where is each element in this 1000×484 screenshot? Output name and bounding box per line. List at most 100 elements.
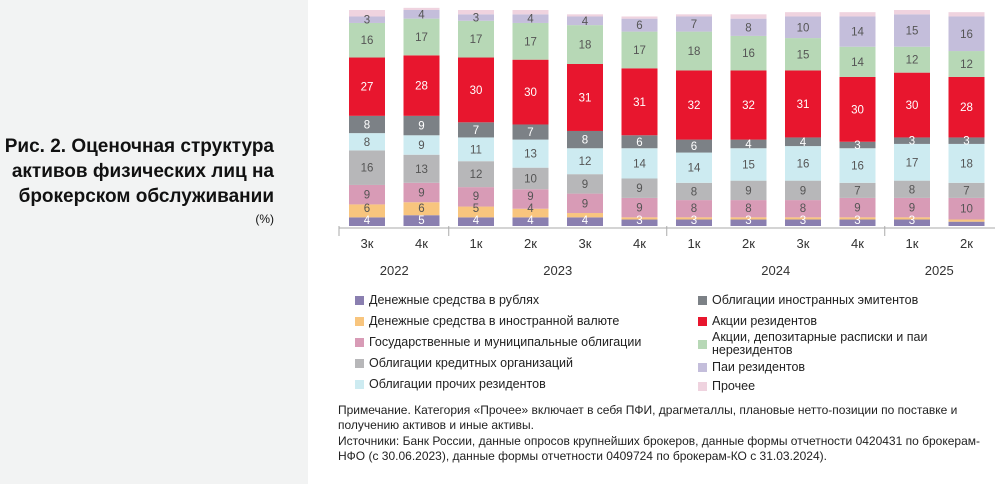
- data-label: 3: [800, 215, 806, 227]
- data-label: 3: [691, 215, 697, 227]
- data-label: 30: [906, 100, 919, 112]
- bar-segment: [458, 57, 494, 123]
- data-label: 31: [633, 97, 646, 109]
- data-label: 18: [688, 46, 701, 58]
- data-label: 8: [745, 22, 751, 34]
- x-tick-label: 1к: [688, 236, 701, 251]
- bar-segment: [403, 135, 440, 155]
- data-label: 32: [742, 100, 755, 112]
- bar-segment: [676, 200, 712, 218]
- bar-segment: [785, 12, 821, 17]
- bar-segment: [839, 182, 876, 198]
- data-label: 31: [797, 99, 810, 111]
- x-tick-label: 3к: [797, 236, 810, 251]
- bar-segment: [894, 143, 930, 181]
- bar-segment: [621, 178, 658, 198]
- data-label: 3: [854, 140, 860, 152]
- data-label: 16: [361, 163, 374, 175]
- legend-label: Акции, депозитарные расписки и паи нерез…: [712, 330, 928, 357]
- data-label: 9: [418, 188, 424, 200]
- year-label: 2024: [761, 263, 790, 278]
- x-tick-label: 2к: [960, 236, 973, 251]
- data-label: 16: [851, 161, 864, 173]
- data-label: 9: [473, 191, 479, 203]
- bar-segment: [785, 38, 821, 71]
- bar-segment: [948, 219, 985, 222]
- bar-segment: [839, 46, 876, 77]
- bar-segment: [839, 12, 876, 17]
- data-label: 9: [582, 198, 588, 210]
- bar-segment: [676, 139, 712, 153]
- data-label: 7: [963, 185, 969, 197]
- data-label: 4: [527, 203, 534, 215]
- data-label: 6: [636, 20, 642, 32]
- data-label: 13: [415, 164, 428, 176]
- data-label: 4: [527, 215, 534, 227]
- data-label: 9: [800, 185, 806, 197]
- bar-segment: [458, 122, 494, 138]
- chart-unit: (%): [255, 212, 274, 226]
- bar-segment: [730, 180, 767, 201]
- data-label: 12: [906, 55, 919, 67]
- legend-swatch: [698, 340, 707, 349]
- bar-segment: [567, 213, 603, 218]
- bar-segment: [349, 22, 385, 58]
- x-tick-label: 4к: [415, 236, 428, 251]
- bar-segment: [839, 16, 876, 47]
- bar-segment: [512, 139, 549, 168]
- legend-label: Облигации кредитных организаций: [369, 356, 573, 370]
- legend-swatch: [698, 296, 707, 305]
- bar-segment: [621, 16, 658, 19]
- bar-segment: [621, 217, 658, 220]
- legend-label: Прочее: [712, 379, 756, 393]
- data-label: 17: [633, 45, 646, 57]
- data-label: 17: [524, 36, 537, 48]
- bar-segment: [567, 130, 603, 149]
- data-label: 15: [797, 49, 810, 61]
- data-label: 5: [418, 215, 424, 227]
- note: Примечание. Категория «Прочее» включает …: [338, 403, 958, 432]
- data-label: 4: [418, 9, 425, 21]
- bar-segment: [785, 137, 821, 147]
- bar-segment: [785, 146, 821, 181]
- x-tick-label: 2к: [742, 236, 755, 251]
- bar-segment: [839, 197, 876, 218]
- data-label: 9: [745, 185, 751, 197]
- data-label: 9: [636, 203, 642, 215]
- legend-swatch: [355, 338, 364, 347]
- bar-segment: [512, 124, 549, 140]
- bar-segment: [349, 57, 385, 116]
- bar-segment: [621, 148, 658, 179]
- data-label: 6: [691, 141, 697, 153]
- data-label: 9: [418, 121, 424, 133]
- data-label: 8: [582, 135, 588, 147]
- data-label: 28: [960, 102, 973, 114]
- legend-swatch: [698, 317, 707, 326]
- data-label: 14: [688, 163, 701, 175]
- bar-segment: [458, 137, 494, 162]
- legend-swatch: [355, 296, 364, 305]
- bar-segment: [349, 217, 385, 226]
- data-label: 7: [473, 125, 479, 137]
- bar-segment: [730, 139, 767, 149]
- bar-segment: [349, 16, 385, 23]
- bar-segment: [676, 152, 712, 183]
- data-label: 8: [800, 203, 806, 215]
- bar-segment: [730, 14, 767, 19]
- data-label: 7: [691, 19, 697, 31]
- data-label: 10: [524, 173, 537, 185]
- bar-segment: [512, 217, 549, 226]
- data-label: 4: [582, 215, 589, 227]
- bar-segment: [785, 217, 821, 220]
- bar-segment: [785, 180, 821, 201]
- bar-segment: [948, 16, 985, 52]
- bar-segment: [403, 18, 440, 56]
- data-label: 4: [800, 137, 807, 149]
- bar-segment: [676, 14, 712, 17]
- data-label: 18: [960, 158, 973, 170]
- data-label: 7: [854, 185, 860, 197]
- bar-segment: [785, 200, 821, 218]
- data-label: 8: [364, 119, 370, 131]
- data-label: 16: [797, 158, 810, 170]
- data-label: 6: [636, 137, 642, 149]
